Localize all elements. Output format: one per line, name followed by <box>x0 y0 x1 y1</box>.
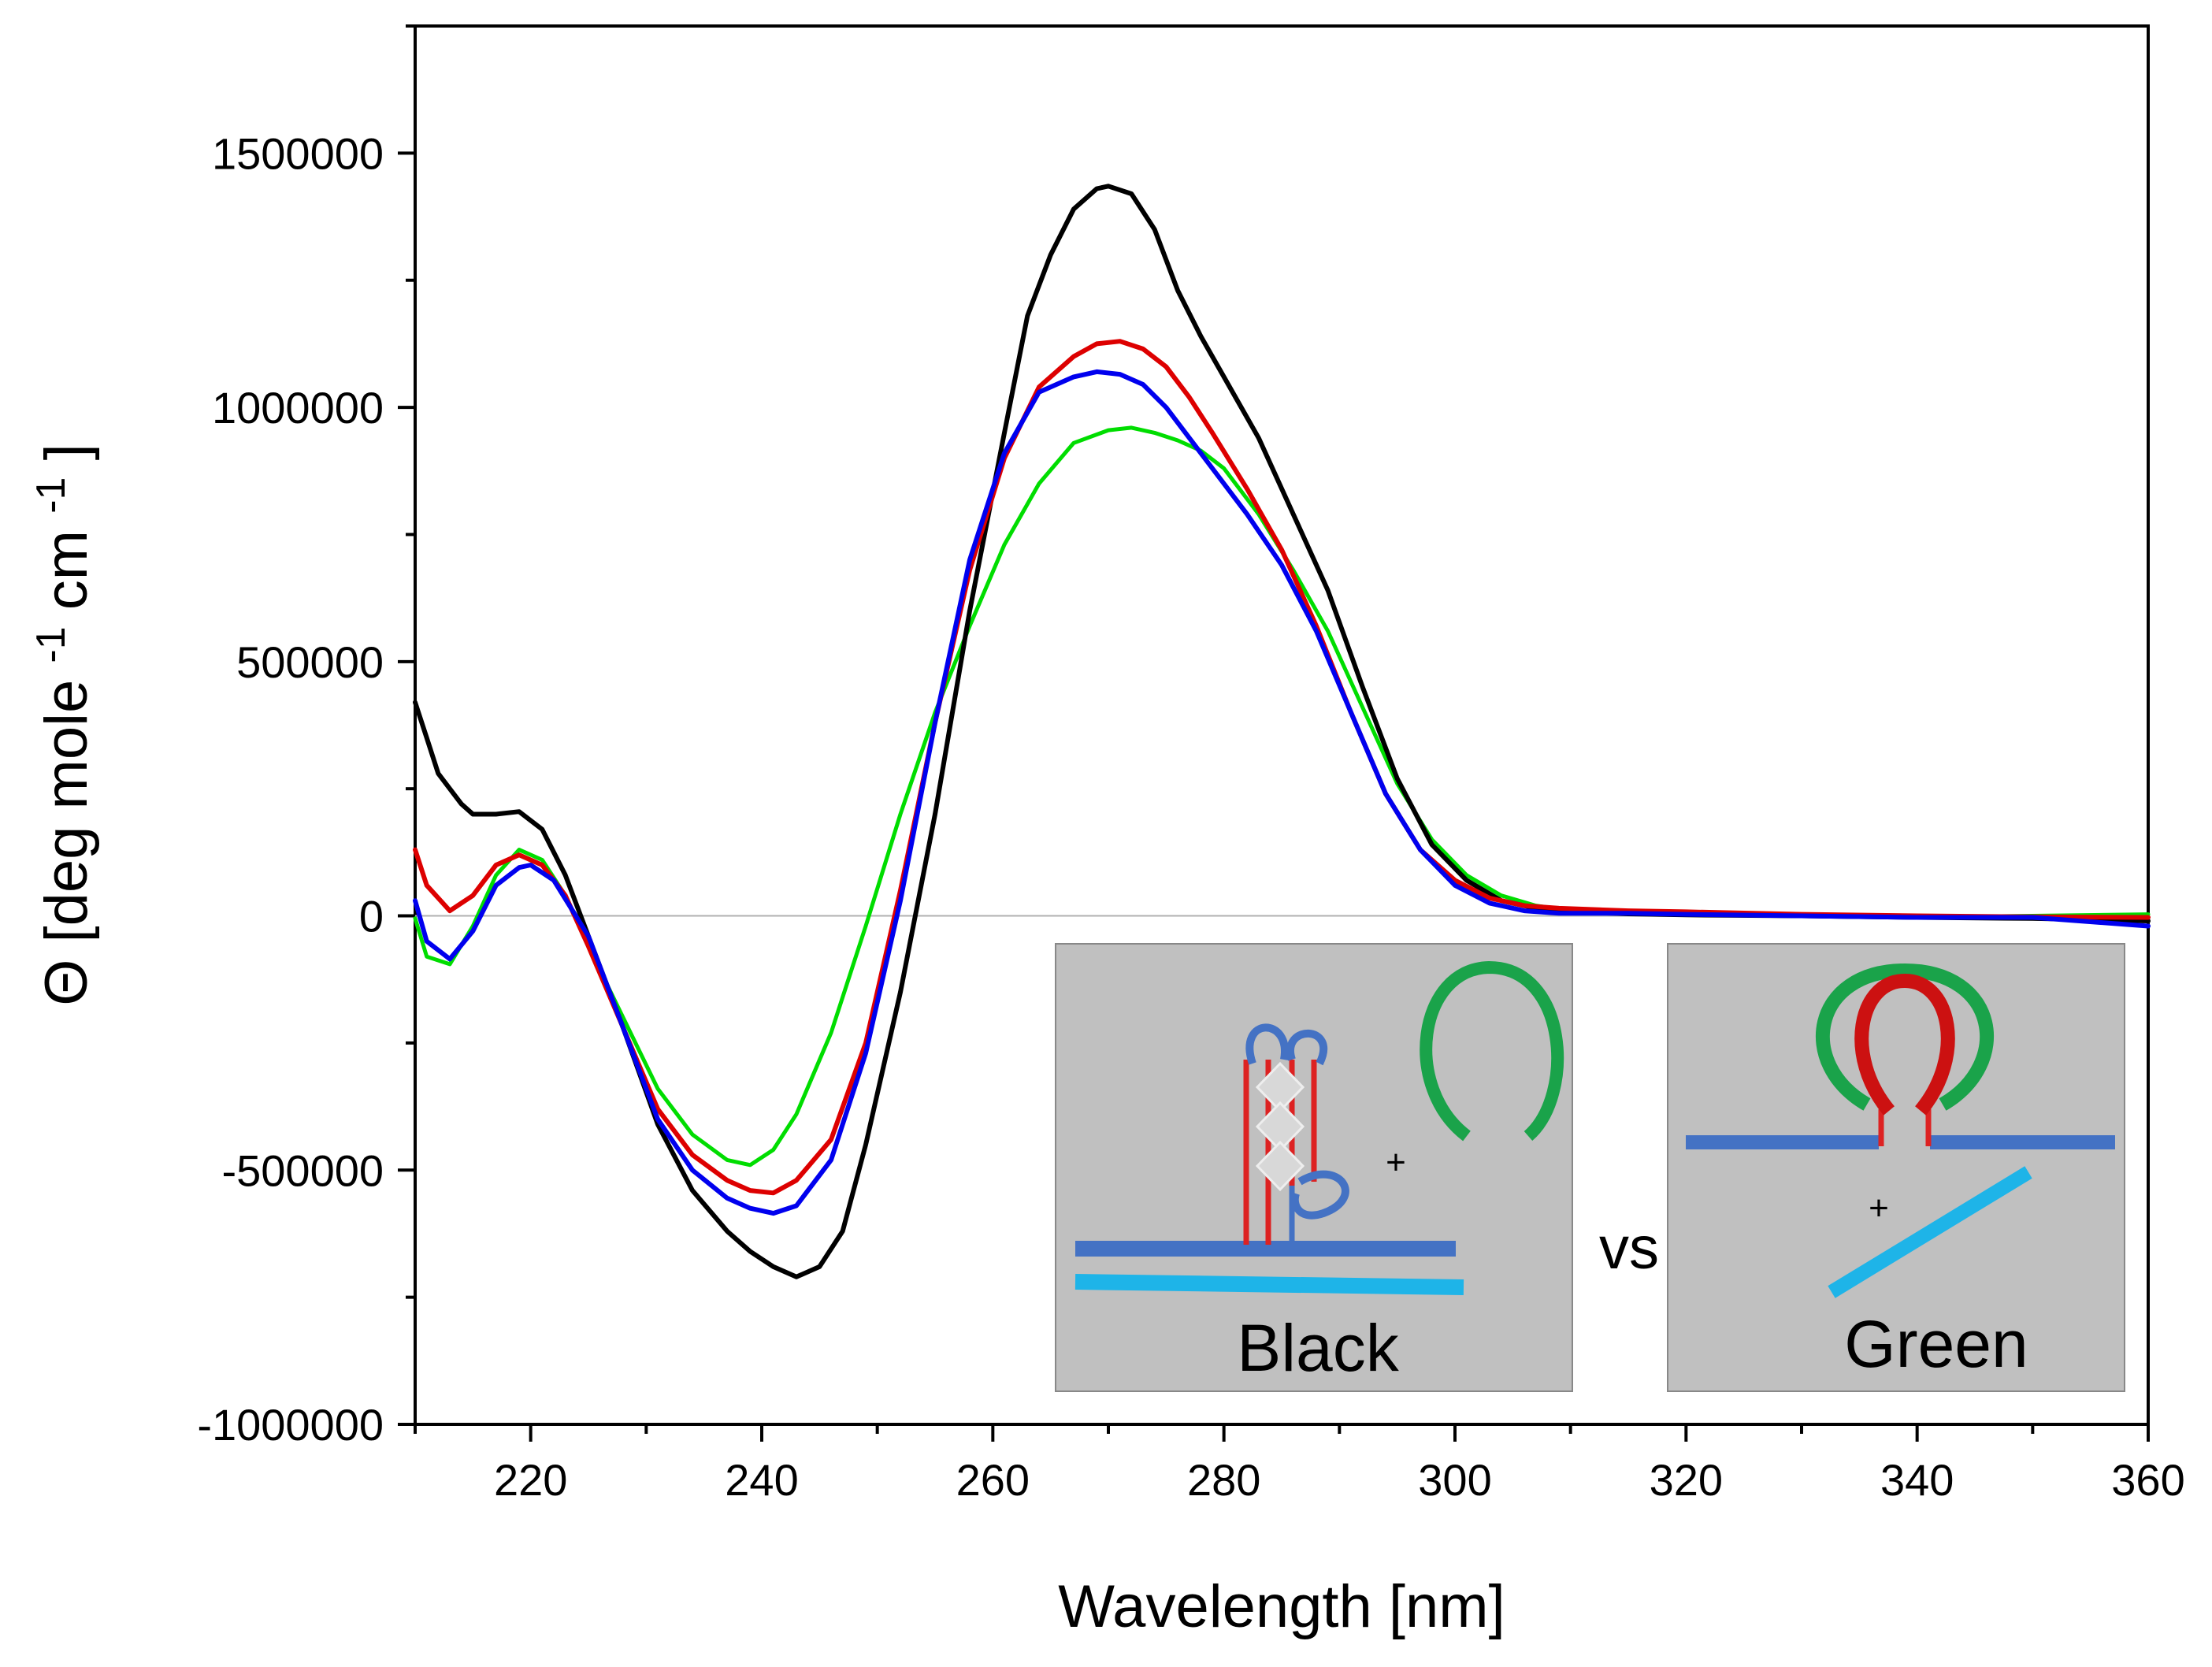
plot-frame <box>414 24 2150 1426</box>
y-axis-title-main: Θ [deg mole <box>33 680 100 1006</box>
y-axis-title-sup2: -1 <box>28 477 74 514</box>
x-tick-label: 280 <box>1187 1455 1260 1505</box>
y-axis-title-close: ] <box>33 444 100 460</box>
x-tick-label: 340 <box>1880 1455 1954 1505</box>
series-line <box>413 369 2151 1216</box>
blue-loop-icon <box>1245 1023 1289 1065</box>
y-axis-ticks: -1000000 -500000 0 500000 1000000 1500000 <box>197 24 415 1450</box>
plus-sign: + <box>1869 1189 1889 1227</box>
y-tick-label: -1000000 <box>197 1400 384 1450</box>
x-tick-label: 300 <box>1418 1455 1491 1505</box>
x-tick-label: 320 <box>1650 1455 1723 1505</box>
y-tick-label: 1000000 <box>212 383 384 433</box>
inset-green: + Green <box>1667 943 2125 1392</box>
g-quadruplex-lattice-icon <box>1255 1061 1305 1192</box>
green-arc-icon <box>1420 960 1564 1142</box>
blue-loop-icon <box>1286 1029 1328 1066</box>
blue-loop-icon <box>1290 1170 1349 1220</box>
vs-label: vs <box>1599 1215 1659 1282</box>
x-tick-label: 240 <box>725 1455 798 1505</box>
x-axis-title: Wavelength [nm] <box>1058 1573 1505 1640</box>
light-blue-strand-icon <box>1074 1274 1464 1295</box>
inset-green-label: Green <box>1844 1307 2028 1381</box>
x-tick-label: 360 <box>2111 1455 2184 1505</box>
x-tick-label: 260 <box>956 1455 1030 1505</box>
x-tick-label: 220 <box>494 1455 567 1505</box>
plus-sign: + <box>1386 1143 1406 1182</box>
x-axis-ticks: 220 240 260 280 300 320 340 360 <box>414 1424 2185 1505</box>
y-axis-title-sup1: -1 <box>28 626 74 663</box>
y-tick-label: 1500000 <box>212 128 384 178</box>
y-tick-label: 500000 <box>236 637 384 687</box>
series-lines <box>413 184 2151 1279</box>
y-tick-label: -500000 <box>221 1145 384 1195</box>
inset-black: + Black <box>1055 943 1573 1392</box>
light-blue-strand-icon <box>1828 1166 2032 1298</box>
y-tick-label: 0 <box>359 892 384 941</box>
inset-black-label: Black <box>1237 1311 1399 1385</box>
y-axis-title-cm: cm <box>33 530 100 610</box>
red-hairpin-icon <box>1854 973 1955 1116</box>
y-axis-title: Θ [deg mole -1 cm -1 ] <box>11 444 100 1005</box>
green-arc-icon <box>1815 963 1995 1111</box>
series-line <box>413 184 2151 1279</box>
inset-green-background <box>1667 943 2125 1392</box>
